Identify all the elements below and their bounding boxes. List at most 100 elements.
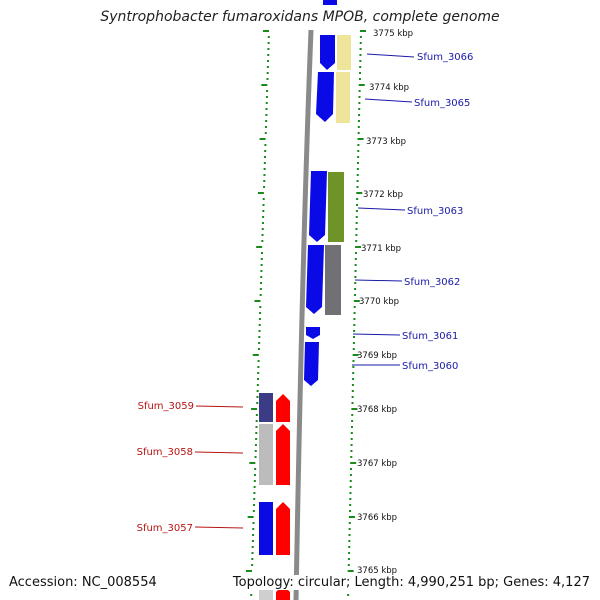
- left-track-tick: [267, 36, 270, 38]
- gene-sfum-3059-reverse[interactable]: [276, 394, 290, 422]
- left-track-tick: [263, 180, 266, 182]
- right-track-tick: [354, 270, 357, 272]
- gene-sfum-3060-forward[interactable]: [304, 342, 319, 386]
- left-track-tick: [251, 546, 254, 548]
- right-track-tick: [350, 456, 353, 458]
- right-track-tick: [357, 156, 360, 158]
- gene-label-sfum-3066[interactable]: Sfum_3066: [417, 52, 473, 63]
- gene-label-sfum-3062[interactable]: Sfum_3062: [404, 277, 460, 288]
- right-track-tick: [357, 138, 364, 140]
- gene-sfum-3065-forward[interactable]: [316, 72, 334, 122]
- right-track-tick: [349, 474, 352, 476]
- gene-sfum-3058-reverse[interactable]: [276, 424, 290, 485]
- right-track-tick: [360, 30, 366, 32]
- right-track-tick: [355, 246, 362, 248]
- right-track-tick: [356, 192, 363, 194]
- right-track-tick: [350, 468, 353, 470]
- left-track-tick: [267, 42, 270, 44]
- cog-block-sfum-3062: [325, 245, 341, 315]
- right-track-tick: [351, 408, 358, 410]
- left-track-tick: [251, 408, 258, 410]
- left-track-tick: [257, 360, 260, 362]
- right-track-tick: [350, 438, 353, 440]
- ruler-label-3771: 3771 kbp: [361, 244, 401, 254]
- left-track-tick: [252, 528, 255, 530]
- left-track-tick: [260, 282, 263, 284]
- left-track-tick: [257, 378, 260, 380]
- right-track-tick: [353, 324, 356, 326]
- left-track-tick: [264, 126, 267, 128]
- left-track-tick: [252, 522, 255, 524]
- right-track-tick: [353, 294, 356, 296]
- right-track-tick: [352, 360, 355, 362]
- gene-label-sfum-3065[interactable]: Sfum_3065: [414, 98, 470, 109]
- left-track-tick: [261, 228, 264, 230]
- left-track-tick: [266, 72, 269, 74]
- gene-label-sfum-3058[interactable]: Sfum_3058: [137, 447, 193, 458]
- left-track-tick: [260, 258, 263, 260]
- right-track-tick: [359, 36, 362, 38]
- right-track-tick: [351, 414, 354, 416]
- right-track-tick: [356, 180, 359, 182]
- right-track-tick: [356, 198, 359, 200]
- right-track-tick: [352, 378, 355, 380]
- left-track-tick: [253, 498, 256, 500]
- gene-label-sfum-3063[interactable]: Sfum_3063: [407, 206, 463, 217]
- left-track-tick: [265, 108, 268, 110]
- left-track-tick: [262, 204, 265, 206]
- right-track-tick: [355, 234, 358, 236]
- left-track-tick: [255, 426, 258, 428]
- right-track-tick: [359, 48, 362, 50]
- left-track-tick: [258, 330, 261, 332]
- leader-sfum-3065: [364, 98, 413, 103]
- ruler-label-3765: 3765 kbp: [357, 566, 397, 576]
- cog-block-sfum-3065: [336, 72, 350, 123]
- right-track-tick: [351, 384, 354, 386]
- ruler-label-3766: 3766 kbp: [357, 513, 397, 523]
- left-track-tick: [251, 564, 254, 566]
- left-track-tick: [259, 288, 262, 290]
- right-track-tick: [349, 510, 352, 512]
- right-track-tick: [357, 126, 360, 128]
- right-track-tick: [355, 240, 358, 242]
- leader-sfum-3063: [357, 207, 406, 211]
- cog-block-sfum-3066: [337, 35, 351, 70]
- right-track-tick: [348, 516, 355, 518]
- gene-label-sfum-3057[interactable]: Sfum_3057: [137, 523, 193, 534]
- leader-sfum-3061: [352, 333, 401, 336]
- right-track-tick: [348, 546, 351, 548]
- gene-sfum-3063-forward[interactable]: [309, 171, 327, 242]
- left-track-tick: [256, 390, 259, 392]
- left-track-tick: [257, 348, 260, 350]
- gene-sfum-3062-forward[interactable]: [306, 245, 324, 314]
- left-track-tick: [252, 534, 255, 536]
- ruler-label-3772: 3772 kbp: [363, 190, 403, 200]
- left-track-tick: [252, 510, 255, 512]
- left-track-tick: [258, 342, 261, 344]
- cog-block-sfum-3063: [328, 172, 344, 242]
- right-track-tick: [357, 144, 360, 146]
- gene-top-edge-forward[interactable]: [323, 0, 337, 5]
- right-track-tick: [352, 348, 355, 350]
- left-track-tick: [264, 132, 267, 134]
- gene-sfum-3066-forward[interactable]: [320, 35, 335, 70]
- right-track-tick: [357, 150, 360, 152]
- left-track-tick: [267, 60, 270, 62]
- gene-label-sfum-3059[interactable]: Sfum_3059: [138, 401, 194, 412]
- right-track-tick: [350, 450, 353, 452]
- right-track-tick: [353, 330, 356, 332]
- left-track-tick: [253, 492, 256, 494]
- gene-sfum-3057-reverse[interactable]: [276, 502, 290, 555]
- right-track-tick: [350, 444, 353, 446]
- right-track-tick: [350, 426, 353, 428]
- right-track-tick: [352, 366, 355, 368]
- gene-label-sfum-3060[interactable]: Sfum_3060: [402, 361, 458, 372]
- gene-label-sfum-3061[interactable]: Sfum_3061: [402, 331, 458, 342]
- left-track-tick: [256, 384, 259, 386]
- right-track-tick: [347, 564, 350, 566]
- right-track-tick: [358, 108, 361, 110]
- gene-sfum-3061-forward[interactable]: [306, 327, 320, 339]
- left-track-tick: [265, 114, 268, 116]
- right-track-tick: [353, 306, 356, 308]
